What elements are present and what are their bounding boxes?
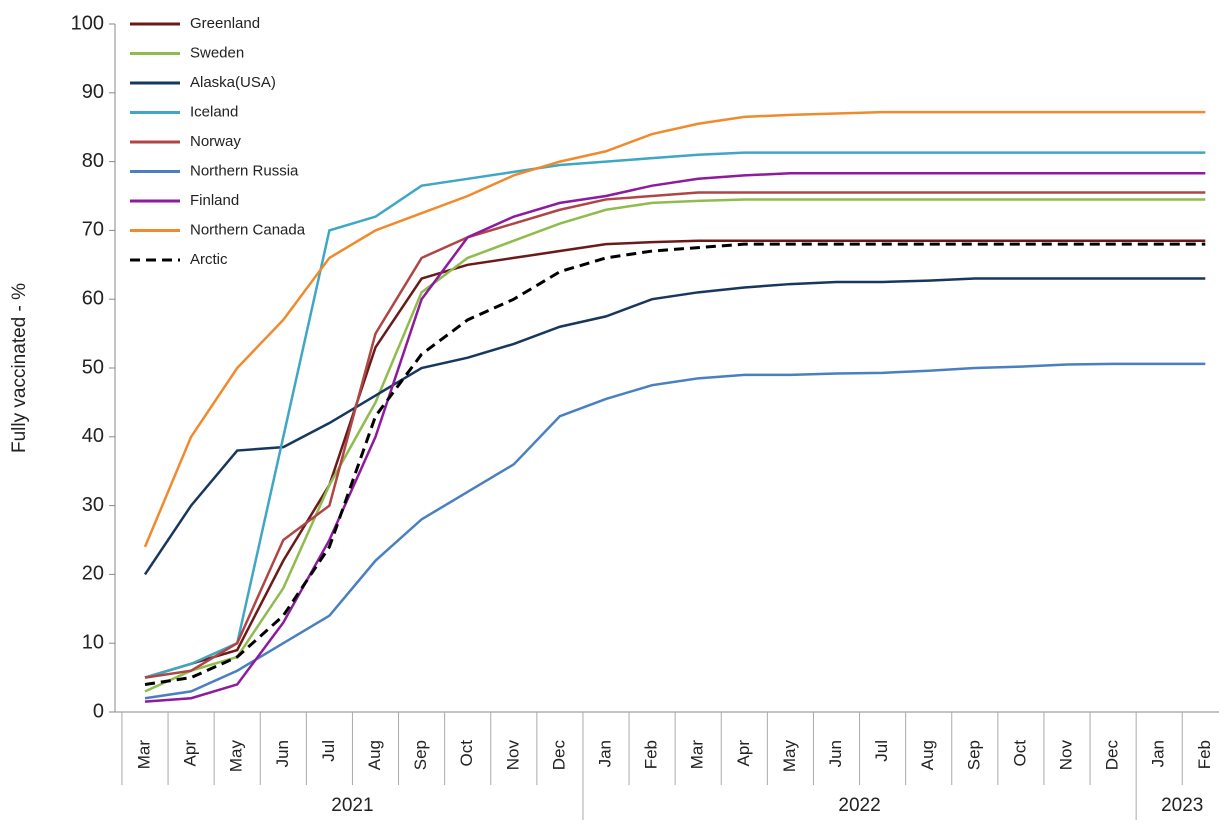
legend-label: Finland bbox=[190, 192, 239, 209]
x-tick-label: Feb bbox=[1195, 740, 1214, 769]
x-tick-label: Apr bbox=[734, 740, 753, 767]
x-tick-label: Jul bbox=[319, 740, 338, 762]
x-tick-label: Mar bbox=[688, 740, 707, 770]
year-label: 2022 bbox=[838, 795, 880, 816]
y-tick-label: 100 bbox=[71, 12, 104, 34]
series-line bbox=[144, 242, 1206, 686]
y-tick-label: 0 bbox=[93, 700, 104, 722]
legend-label: Norway bbox=[190, 133, 241, 150]
legend-label: Northern Russia bbox=[190, 162, 299, 179]
series-line bbox=[143, 110, 1206, 548]
x-tick-label: Oct bbox=[1010, 740, 1029, 767]
legend-label: Greenland bbox=[190, 15, 260, 32]
y-tick-label: 60 bbox=[82, 287, 104, 309]
x-tick-label: Jun bbox=[826, 740, 845, 767]
y-tick-label: 50 bbox=[82, 356, 104, 378]
y-axis-label: Fully vaccinated - % bbox=[9, 283, 30, 453]
x-tick-label: Dec bbox=[549, 740, 568, 771]
y-tick-label: 90 bbox=[82, 81, 104, 103]
x-tick-label: Aug bbox=[918, 740, 937, 770]
y-tick-label: 30 bbox=[82, 494, 104, 516]
legend-label: Iceland bbox=[190, 103, 238, 120]
y-tick-label: 40 bbox=[82, 425, 104, 447]
series-line bbox=[144, 151, 1206, 679]
x-tick-label: Aug bbox=[365, 740, 384, 770]
series-line bbox=[144, 191, 1206, 679]
y-tick-label: 20 bbox=[82, 563, 104, 585]
legend-label: Alaska(USA) bbox=[190, 74, 276, 91]
x-tick-label: Jul bbox=[872, 740, 891, 762]
series-line bbox=[144, 362, 1206, 700]
series-line bbox=[144, 239, 1206, 679]
x-tick-label: Jan bbox=[1149, 740, 1168, 767]
legend-label: Northern Canada bbox=[190, 221, 306, 238]
series-line bbox=[144, 172, 1206, 703]
y-tick-label: 10 bbox=[82, 631, 104, 653]
x-tick-label: Jun bbox=[273, 740, 292, 767]
y-tick-label: 80 bbox=[82, 150, 104, 172]
year-label: 2021 bbox=[331, 795, 373, 816]
x-tick-label: May bbox=[780, 740, 799, 773]
legend-label: Arctic bbox=[190, 251, 228, 268]
x-tick-label: Nov bbox=[1056, 740, 1075, 771]
series-line bbox=[144, 198, 1206, 693]
x-tick-label: Sep bbox=[964, 740, 983, 770]
x-tick-label: Oct bbox=[457, 740, 476, 767]
legend-label: Sweden bbox=[190, 44, 244, 61]
x-tick-label: Nov bbox=[503, 740, 522, 771]
series-line bbox=[143, 277, 1206, 576]
x-tick-label: Jan bbox=[595, 740, 614, 767]
x-tick-label: Mar bbox=[134, 740, 153, 770]
year-label: 2023 bbox=[1161, 795, 1203, 816]
x-tick-label: Dec bbox=[1103, 740, 1122, 771]
x-tick-label: May bbox=[227, 740, 246, 773]
x-tick-label: Sep bbox=[411, 740, 430, 770]
x-tick-label: Feb bbox=[642, 740, 661, 769]
y-tick-label: 70 bbox=[82, 219, 104, 241]
x-tick-label: Apr bbox=[181, 740, 200, 767]
